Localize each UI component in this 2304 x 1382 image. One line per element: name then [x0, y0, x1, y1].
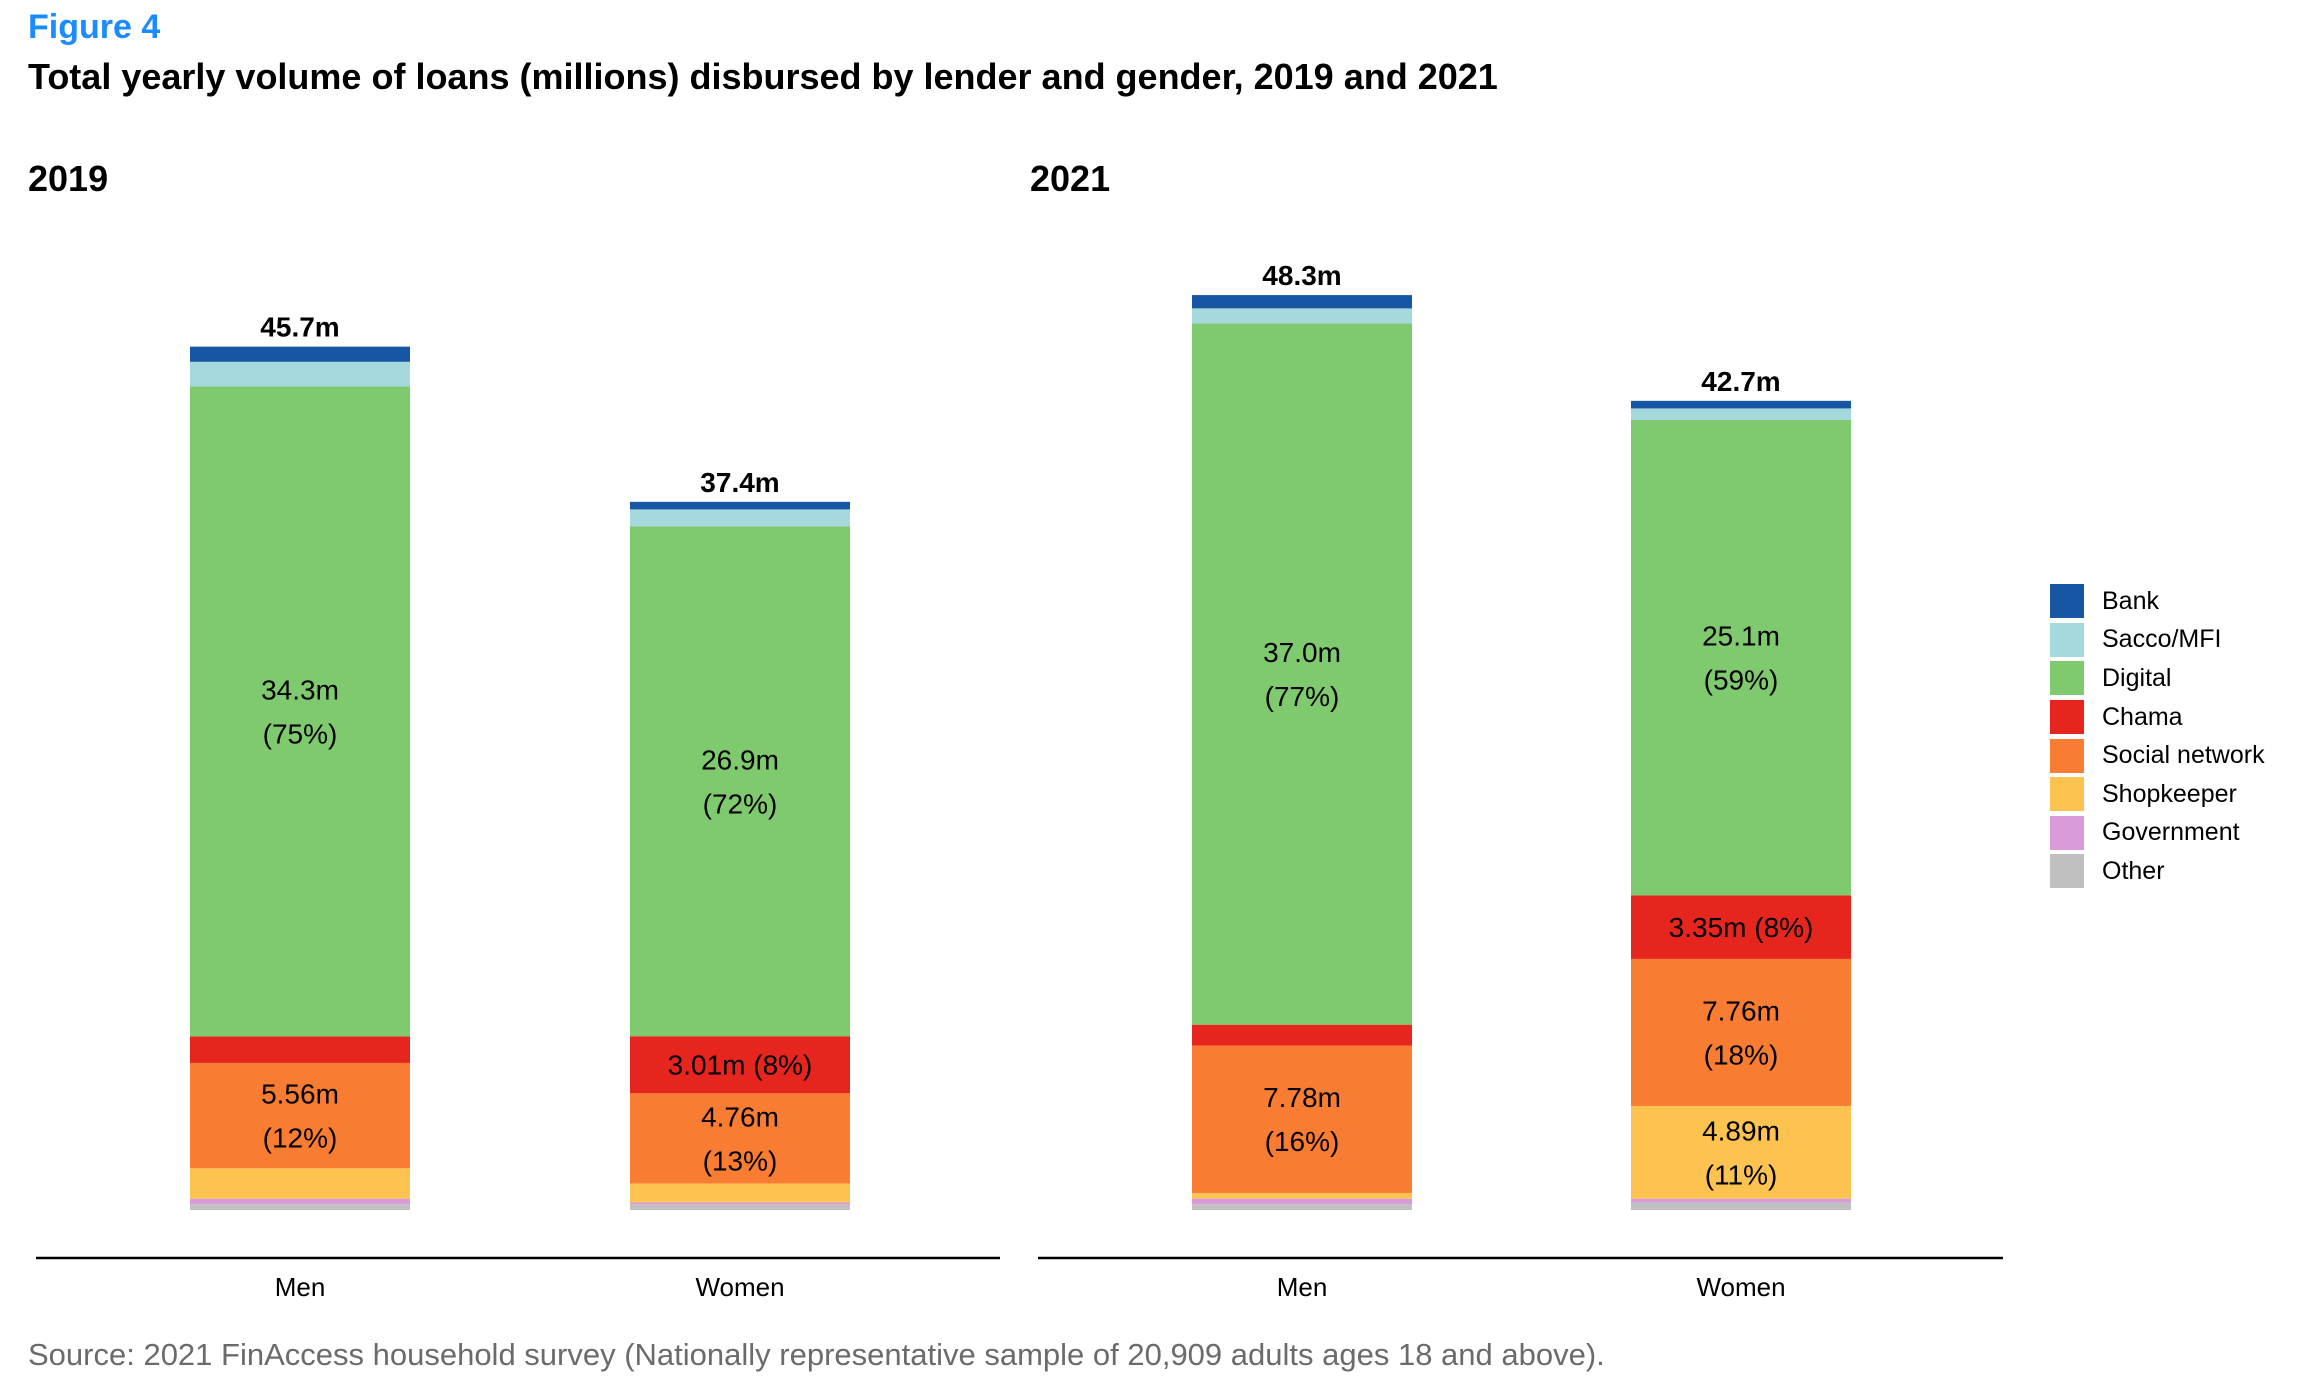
x-tick-label-2021-men: Men [1277, 1272, 1328, 1302]
data-label-2021-men-digital: (77%) [1265, 681, 1340, 712]
bar-2019-men-other [190, 1204, 410, 1210]
bar-2021-women-social-network [1631, 958, 1851, 1106]
data-label-2019-women-digital: (72%) [703, 788, 778, 819]
legend-swatch-government [2050, 815, 2084, 850]
bar-2021-men-shopkeeper [1192, 1192, 1412, 1199]
bar-2021-women-bank [1631, 400, 1851, 409]
figure-label: Figure 4 [28, 8, 161, 46]
legend-label-bank: Bank [2102, 586, 2159, 615]
bar-2021-men-bank [1192, 295, 1412, 309]
bar-2019-women-digital [630, 526, 850, 1037]
legend: Bank Sacco/MFI Digital Chama Social network S… [2050, 582, 2265, 891]
total-label-2021-women: 42.7m [1701, 366, 1780, 397]
legend-label-other: Other [2102, 856, 2165, 885]
legend-item-bank: Bank [2050, 582, 2265, 621]
bar-2021-men-chama [1192, 1024, 1412, 1046]
legend-item-chama: Chama [2050, 698, 2265, 737]
legend-swatch-digital [2050, 661, 2084, 696]
legend-item-social-network: Social network [2050, 736, 2265, 775]
data-label-2019-women-social-network: 4.76m [701, 1101, 779, 1132]
total-label-2019-men: 45.7m [260, 312, 339, 343]
legend-swatch-other [2050, 854, 2084, 889]
legend-label-sacco-mfi: Sacco/MFI [2102, 625, 2222, 654]
legend-item-shopkeeper: Shopkeeper [2050, 775, 2265, 814]
legend-swatch-sacco-mfi [2050, 622, 2084, 657]
bar-2019-women-bank [630, 501, 850, 510]
legend-label-chama: Chama [2102, 702, 2183, 731]
bar-2019-women-other [630, 1204, 850, 1210]
x-tick-label-2021-women: Women [1696, 1272, 1785, 1302]
legend-item-digital: Digital [2050, 659, 2265, 698]
bar-2021-women-chama [1631, 895, 1851, 959]
bar-2021-women-government [1631, 1198, 1851, 1203]
data-label-2019-men-social-network: (12%) [263, 1123, 338, 1154]
panel-title-2019: 2019 [28, 158, 109, 199]
data-label-2021-women-digital: 25.1m [1702, 621, 1780, 652]
bar-2019-women-government [630, 1202, 850, 1205]
data-label-2019-men-digital: 34.3m [261, 674, 339, 705]
legend-label-government: Government [2102, 818, 2240, 847]
data-label-2021-men-social-network: 7.78m [1263, 1082, 1341, 1113]
legend-swatch-chama [2050, 700, 2084, 735]
data-label-2021-women-shopkeeper: 4.89m [1702, 1115, 1780, 1146]
bar-2021-men-government [1192, 1198, 1412, 1205]
panel-title-2021: 2021 [1030, 158, 1111, 199]
data-label-2021-women-social-network: 7.76m [1702, 995, 1780, 1026]
data-label-2019-women-chama: 3.01m (8%) [668, 1050, 813, 1081]
bar-2019-men-bank [190, 346, 410, 362]
data-label-2021-women-digital: (59%) [1704, 665, 1779, 696]
bar-2019-women-sacco-mfi [630, 509, 850, 527]
legend-swatch-shopkeeper [2050, 777, 2084, 812]
x-tick-label-2019-women: Women [695, 1272, 784, 1302]
bar-2019-men-sacco-mfi [190, 361, 410, 387]
bar-2021-men-social-network [1192, 1045, 1412, 1193]
bar-2019-men-shopkeeper [190, 1168, 410, 1199]
bar-2021-women-other [1631, 1202, 1851, 1210]
x-tick-label-2019-men: Men [275, 1272, 326, 1302]
legend-label-digital: Digital [2102, 663, 2172, 692]
data-label-2019-women-social-network: (13%) [703, 1145, 778, 1176]
bar-2021-women-shopkeeper [1631, 1105, 1851, 1199]
legend-swatch-bank [2050, 584, 2084, 619]
bar-2021-men-sacco-mfi [1192, 308, 1412, 324]
data-label-2021-men-digital: 37.0m [1263, 637, 1341, 668]
data-label-2021-women-chama: 3.35m (8%) [1669, 912, 1814, 943]
bar-2019-men-government [190, 1198, 410, 1205]
bar-2021-women-digital [1631, 419, 1851, 896]
data-label-2021-men-social-network: (16%) [1265, 1126, 1340, 1157]
legend-item-government: Government [2050, 814, 2265, 853]
legend-item-sacco-mfi: Sacco/MFI [2050, 621, 2265, 660]
legend-swatch-social-network [2050, 738, 2084, 773]
bar-2021-women-sacco-mfi [1631, 408, 1851, 420]
bar-2019-women-social-network [630, 1093, 850, 1184]
source-note: Source: 2021 FinAccess household survey … [28, 1337, 1605, 1372]
total-label-2021-men: 48.3m [1262, 260, 1341, 291]
data-label-2019-men-social-network: 5.56m [261, 1079, 339, 1110]
legend-item-other: Other [2050, 852, 2265, 891]
bar-2019-men-social-network [190, 1062, 410, 1169]
bar-2021-men-digital [1192, 323, 1412, 1025]
bar-2019-women-shopkeeper [630, 1183, 850, 1203]
data-label-2019-women-digital: 26.9m [701, 744, 779, 775]
data-label-2019-men-digital: (75%) [263, 718, 338, 749]
bar-2019-women-chama [630, 1036, 850, 1094]
total-label-2019-women: 37.4m [700, 467, 779, 498]
bar-2019-men-chama [190, 1036, 410, 1063]
legend-label-shopkeeper: Shopkeeper [2102, 779, 2237, 808]
data-label-2021-women-social-network: (18%) [1704, 1039, 1779, 1070]
chart-title: Total yearly volume of loans (millions) … [28, 56, 1498, 97]
bar-2021-men-other [1192, 1204, 1412, 1210]
data-label-2021-women-shopkeeper: (11%) [1705, 1159, 1778, 1190]
bar-2019-men-digital [190, 386, 410, 1037]
legend-label-social-network: Social network [2102, 741, 2265, 770]
